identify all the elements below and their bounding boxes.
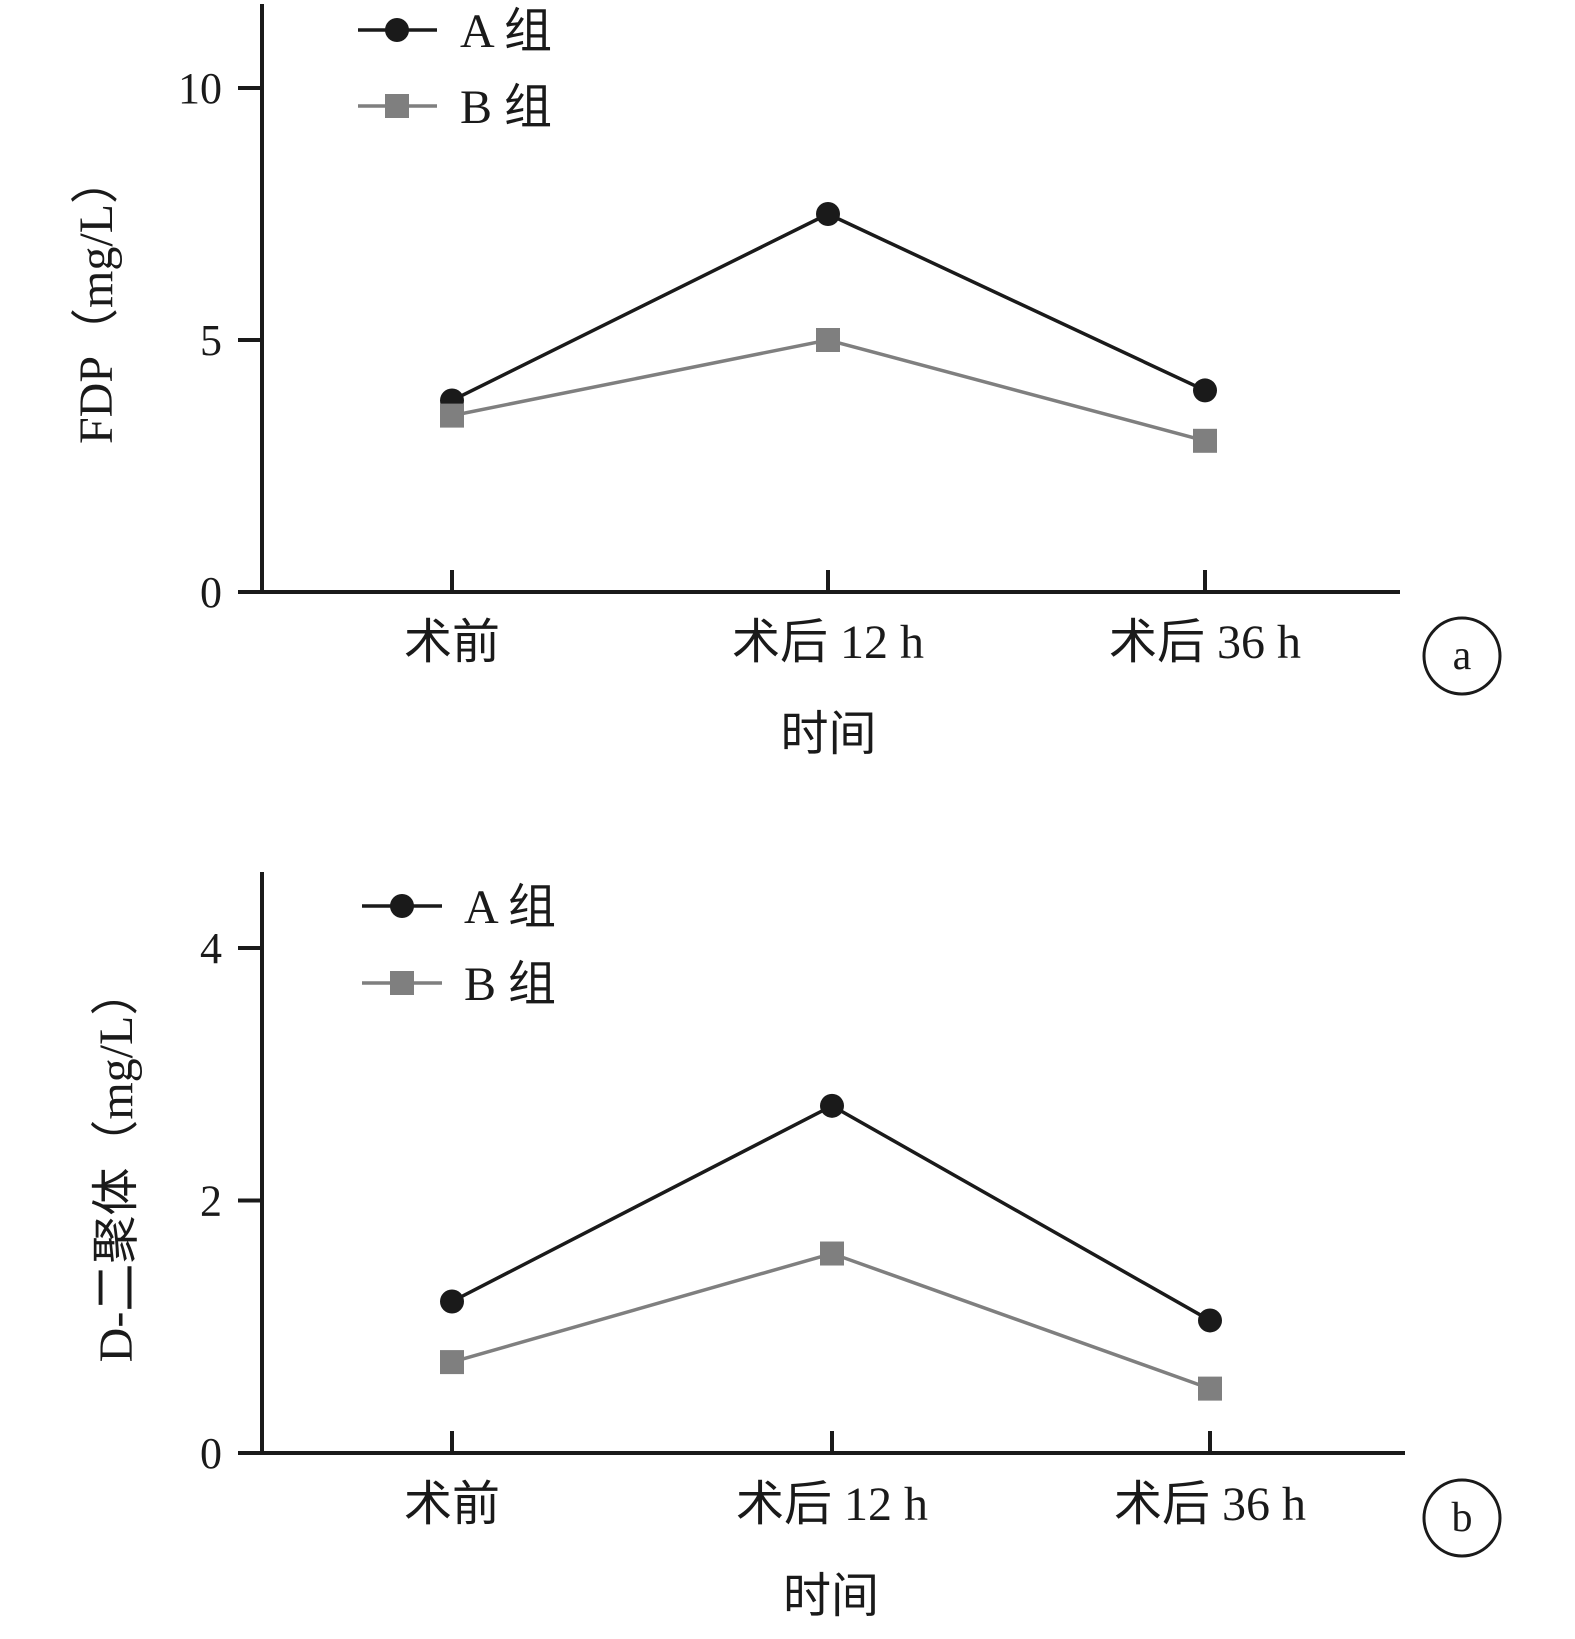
series-b <box>440 1241 1222 1401</box>
data-point <box>820 1241 844 1266</box>
legend-marker <box>385 18 409 42</box>
x-tick-label: 术后 12 h <box>736 1478 928 1531</box>
legend-marker <box>385 94 409 118</box>
y-tick-label: 0 <box>200 568 222 617</box>
data-point <box>1198 1308 1222 1333</box>
data-point <box>1193 378 1217 403</box>
series-line <box>451 1251 1211 1391</box>
data-point <box>816 328 840 352</box>
legend-marker <box>390 971 414 995</box>
data-point <box>816 202 840 226</box>
data-point <box>440 1350 464 1375</box>
x-tick-label: 术后 36 h <box>1114 1478 1306 1531</box>
y-tick-label: 10 <box>178 64 222 113</box>
series-b <box>440 328 1217 453</box>
legend-entry: B 组 <box>362 958 556 1011</box>
legend-entry: B 组 <box>358 81 552 134</box>
y-axis-title: D-二聚体（mg/L） <box>90 968 143 1363</box>
y-tick-label: 0 <box>200 1429 222 1478</box>
panel-label-text: a <box>1453 633 1472 679</box>
x-tick-label: 术后 36 h <box>1109 616 1301 669</box>
y-tick-label: 5 <box>200 316 222 365</box>
series-a <box>440 202 1217 413</box>
data-point <box>440 1289 464 1314</box>
legend-label: A 组 <box>464 881 556 934</box>
legend-label: B 组 <box>464 958 556 1011</box>
data-point <box>1198 1376 1222 1401</box>
series-line <box>451 338 1206 443</box>
legend-label: A 组 <box>460 5 552 58</box>
legend-marker <box>390 894 414 918</box>
data-point <box>440 403 464 428</box>
x-axis-title: 时间 <box>783 1570 879 1623</box>
panel-label-circle <box>1422 1478 1502 1558</box>
legend-entry: A 组 <box>362 881 556 934</box>
y-tick-label: 4 <box>200 924 222 973</box>
x-tick-label: 术前 <box>404 616 500 669</box>
series-a <box>440 1093 1222 1333</box>
panel-label: b <box>1422 1478 1502 1558</box>
panel-label-circle <box>1422 616 1502 696</box>
x-tick-label: 术后 12 h <box>732 616 924 669</box>
panel-label-text: b <box>1452 1495 1473 1541</box>
legend-label: B 组 <box>460 81 552 134</box>
x-tick-label: 术前 <box>404 1478 500 1531</box>
chart-panel-a: 0 5 10 术前 术后 12 h 术后 36 h 时间 FDP（mg/L） A 组 B 组 a <box>70 4 1502 761</box>
data-point <box>1193 428 1217 453</box>
legend-entry: A 组 <box>358 5 552 58</box>
y-tick-label: 2 <box>200 1177 222 1226</box>
chart-panel-b: 0 2 4 术前 术后 12 h 术后 36 h 时间 D-二聚体（mg/L） A 组 B 组 b <box>90 872 1502 1623</box>
series-line <box>451 212 1206 403</box>
x-axis-title: 时间 <box>780 708 876 761</box>
series-line <box>451 1103 1211 1322</box>
y-axis-title: FDP（mg/L） <box>70 156 123 444</box>
data-point <box>820 1093 844 1118</box>
panel-label: a <box>1422 616 1502 696</box>
